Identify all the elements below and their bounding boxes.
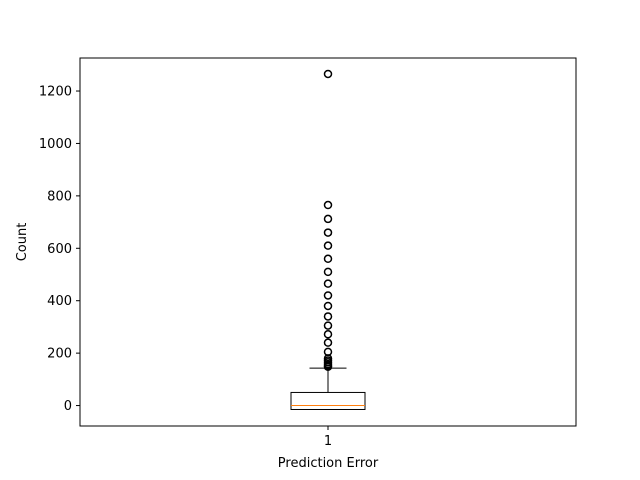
- x-tick-label: 1: [324, 434, 332, 449]
- outlier-point: [323, 241, 333, 250]
- y-tick-label: 1200: [39, 85, 72, 100]
- outlier-point: [323, 200, 333, 210]
- y-tick-label: 200: [47, 347, 72, 362]
- plot-layer: [290, 69, 366, 410]
- outlier-point: [323, 228, 333, 237]
- outlier-point: [323, 330, 333, 339]
- y-tick-label: 600: [47, 242, 72, 257]
- y-tick-label: 800: [47, 189, 72, 204]
- outlier-point: [323, 347, 333, 357]
- y-axis-label: Count: [15, 223, 30, 262]
- outlier-point: [323, 321, 333, 330]
- y-tick-label: 1000: [39, 137, 72, 152]
- outlier-point: [323, 214, 333, 224]
- outlier-point: [323, 291, 333, 300]
- iqr-box: [290, 391, 366, 410]
- y-axis: 0 200 400 600 800 1000 1200: [39, 85, 80, 414]
- outlier-point: [323, 301, 333, 311]
- outlier-point: [323, 254, 333, 264]
- y-tick-label: 400: [47, 294, 72, 309]
- outlier-point: [323, 267, 333, 277]
- x-axis-label: Prediction Error: [278, 456, 379, 471]
- outlier-point: [323, 338, 333, 347]
- y-tick-label: 0: [64, 399, 72, 414]
- outlier-point: [323, 279, 333, 288]
- outlier-point: [323, 69, 333, 79]
- outlier-point: [323, 312, 333, 321]
- x-axis: 1: [324, 426, 332, 449]
